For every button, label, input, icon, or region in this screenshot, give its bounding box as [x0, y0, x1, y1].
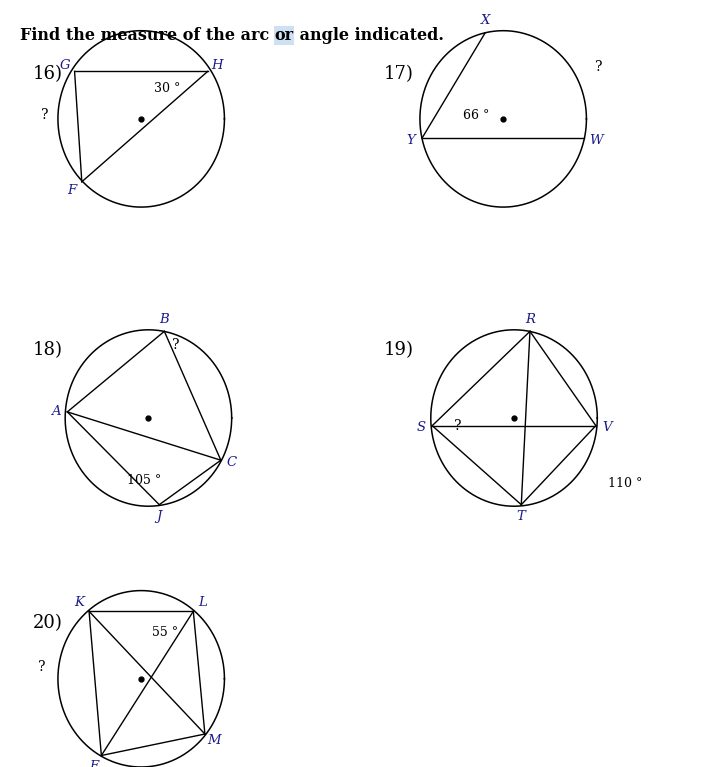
Text: L: L [198, 596, 207, 608]
Text: ?: ? [38, 660, 45, 674]
Text: 19): 19) [384, 341, 413, 359]
Text: S: S [417, 421, 426, 433]
Text: ?: ? [454, 419, 461, 433]
Text: W: W [589, 134, 602, 146]
Text: 110 °: 110 ° [608, 477, 642, 489]
Text: angle indicated.: angle indicated. [294, 27, 444, 44]
Text: or: or [274, 27, 293, 44]
Text: H: H [211, 59, 223, 71]
Text: 18): 18) [33, 341, 62, 359]
Text: 30 °: 30 ° [154, 82, 180, 94]
Text: Find the measure of the arc: Find the measure of the arc [20, 27, 274, 44]
Text: A: A [51, 406, 61, 418]
Text: X: X [481, 15, 489, 27]
Text: 66 °: 66 ° [463, 109, 489, 121]
Text: ?: ? [595, 60, 602, 74]
Text: 16): 16) [33, 65, 62, 83]
Text: T: T [517, 510, 526, 522]
Text: K: K [75, 596, 85, 608]
Text: R: R [525, 314, 535, 326]
Text: V: V [602, 421, 612, 433]
Text: C: C [227, 456, 237, 469]
Text: Y: Y [406, 134, 415, 146]
Text: F: F [67, 184, 76, 196]
Text: F: F [90, 761, 98, 767]
Text: G: G [60, 59, 70, 71]
Text: M: M [207, 734, 220, 746]
Text: 17): 17) [384, 65, 413, 83]
Text: B: B [159, 314, 169, 326]
Text: J: J [156, 510, 162, 522]
Text: 55 °: 55 ° [152, 627, 178, 639]
Text: ?: ? [41, 108, 49, 122]
Text: 105 °: 105 ° [127, 475, 161, 487]
Text: 20): 20) [33, 614, 62, 631]
Text: ?: ? [172, 338, 180, 352]
